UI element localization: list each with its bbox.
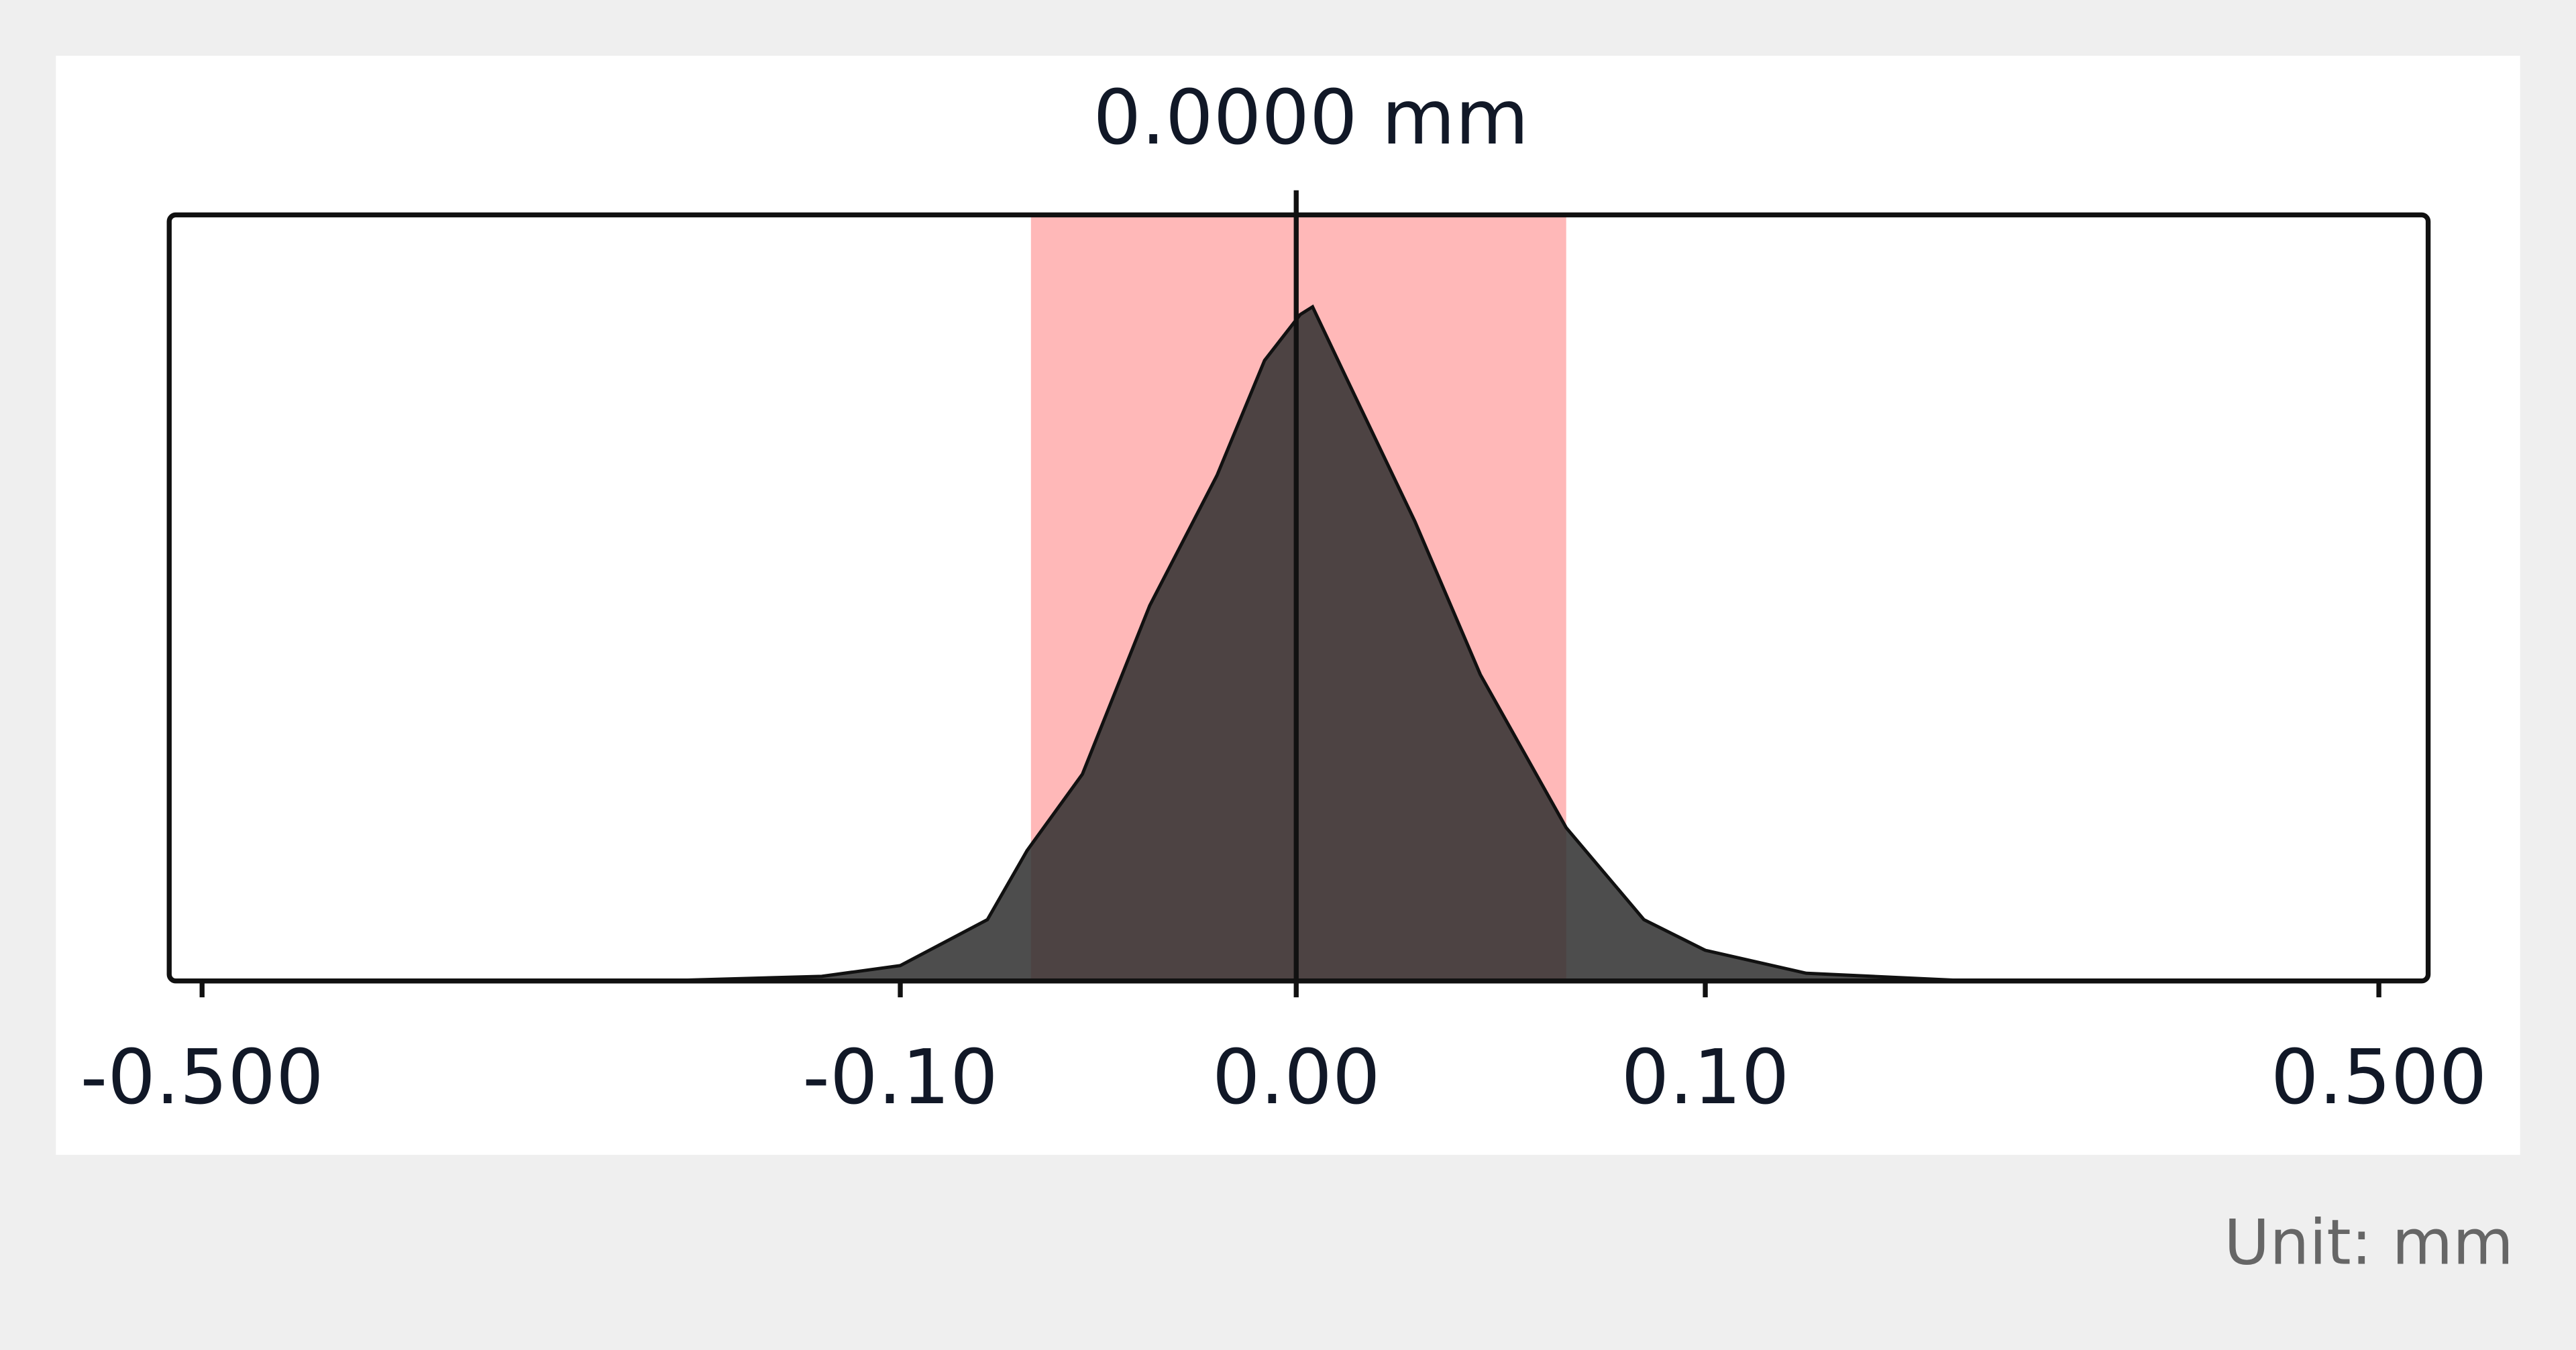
distribution-area	[202, 304, 2379, 983]
x-tick-label: 0.10	[1621, 1033, 1790, 1121]
x-tick-label: 0.00	[1212, 1033, 1381, 1121]
x-tick-label: -0.500	[80, 1033, 324, 1121]
x-tick-label: 0.500	[2271, 1033, 2487, 1121]
x-tick-label: -0.10	[802, 1033, 998, 1121]
chart-title: 0.0000 mm	[1093, 74, 1529, 162]
unit-note: Unit: mm	[2224, 1206, 2514, 1278]
